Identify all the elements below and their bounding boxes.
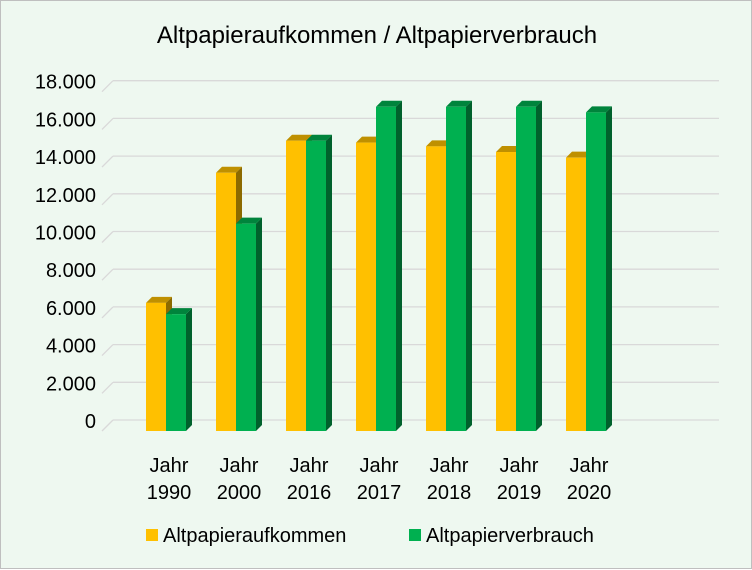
x-tick-label: Jahr bbox=[500, 455, 539, 477]
bar-top bbox=[446, 100, 472, 107]
legend-label: Altpapierverbrauch bbox=[426, 525, 594, 547]
bar-side bbox=[466, 100, 472, 431]
bar-side bbox=[606, 106, 612, 431]
x-tick-label: Jahr bbox=[360, 455, 399, 477]
bar-Altpapieraufkommen bbox=[356, 142, 376, 431]
bar-Altpapieraufkommen bbox=[286, 140, 306, 431]
gridline-diagonal bbox=[101, 80, 114, 93]
x-tick-label: Jahr bbox=[290, 455, 329, 477]
y-tick-label: 14.000 bbox=[35, 147, 96, 169]
bar-top bbox=[306, 134, 332, 141]
bar-side bbox=[186, 308, 192, 431]
legend-swatch bbox=[146, 529, 158, 541]
y-tick-label: 10.000 bbox=[35, 223, 96, 245]
x-tick-label: 2019 bbox=[497, 482, 542, 504]
bar-Altpapieraufkommen bbox=[496, 152, 516, 431]
bar-side bbox=[326, 134, 332, 431]
y-tick-label: 4.000 bbox=[46, 336, 96, 358]
x-tick-label: 2016 bbox=[287, 482, 332, 504]
bar-Altpapieraufkommen bbox=[426, 146, 446, 432]
bar-Altpapieraufkommen bbox=[566, 157, 586, 432]
gridline-diagonal bbox=[101, 381, 114, 394]
bar-Altpapierverbrauch bbox=[586, 112, 606, 431]
bar-side bbox=[536, 100, 542, 431]
y-tick-label: 6.000 bbox=[46, 298, 96, 320]
y-tick-label: 16.000 bbox=[35, 109, 96, 131]
gridline-diagonal bbox=[101, 268, 114, 281]
x-tick-label: Jahr bbox=[570, 455, 609, 477]
bar-top bbox=[426, 140, 452, 147]
x-tick-label: Jahr bbox=[220, 455, 259, 477]
bar-top bbox=[376, 100, 402, 107]
bar-Altpapierverbrauch bbox=[446, 106, 466, 431]
x-tick-label: 2000 bbox=[217, 482, 262, 504]
x-tick-label: 2020 bbox=[567, 482, 612, 504]
gridline-diagonal bbox=[101, 155, 114, 168]
bar-side bbox=[396, 100, 402, 431]
gridline-diagonal bbox=[101, 306, 114, 319]
bar-Altpapierverbrauch bbox=[236, 223, 256, 431]
bar-Altpapieraufkommen bbox=[216, 172, 236, 431]
gridline-diagonal bbox=[101, 419, 114, 432]
bar-top bbox=[146, 296, 172, 303]
bar-top bbox=[356, 136, 382, 143]
gridline-diagonal bbox=[101, 231, 114, 243]
legend-swatch bbox=[409, 529, 421, 541]
gridline-diagonal bbox=[101, 193, 114, 206]
legend-label: Altpapieraufkommen bbox=[163, 525, 346, 547]
gridline-diagonal bbox=[101, 344, 114, 357]
bar-Altpapieraufkommen bbox=[146, 302, 166, 431]
bar-top bbox=[586, 106, 612, 113]
bar-top bbox=[516, 100, 542, 107]
x-tick-label: 2018 bbox=[427, 482, 472, 504]
bar-Altpapierverbrauch bbox=[166, 314, 186, 431]
bar-top bbox=[236, 217, 262, 224]
x-tick-label: 2017 bbox=[357, 482, 402, 504]
bar-top bbox=[566, 151, 592, 158]
y-tick-label: 0 bbox=[85, 411, 96, 433]
y-tick-label: 18.000 bbox=[35, 72, 96, 94]
bar-top bbox=[216, 166, 242, 173]
bar-side bbox=[256, 217, 262, 431]
x-tick-label: Jahr bbox=[150, 455, 189, 477]
y-tick-label: 8.000 bbox=[46, 260, 96, 282]
bar-Altpapierverbrauch bbox=[516, 106, 536, 431]
bar-top bbox=[166, 308, 192, 315]
x-tick-label: 1990 bbox=[147, 482, 192, 504]
bar-Altpapierverbrauch bbox=[376, 106, 396, 431]
bar-top bbox=[496, 146, 522, 153]
y-tick-label: 2.000 bbox=[46, 373, 96, 395]
bar-top bbox=[286, 134, 312, 141]
y-tick-label: 12.000 bbox=[35, 185, 96, 207]
bar-Altpapierverbrauch bbox=[306, 140, 326, 431]
gridline-diagonal bbox=[101, 117, 114, 130]
chart-title: Altpapieraufkommen / Altpapierverbrauch bbox=[157, 22, 597, 49]
x-tick-label: Jahr bbox=[430, 455, 469, 477]
